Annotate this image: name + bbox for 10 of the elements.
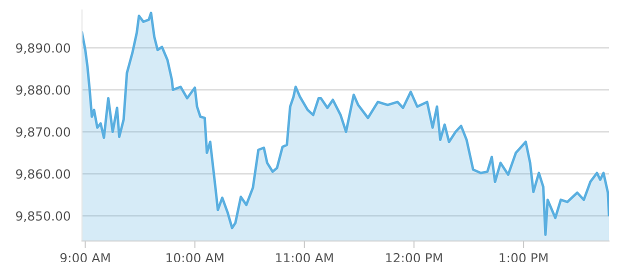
y-tick-label: 9,860.00 <box>16 169 70 180</box>
x-tick-label: 12:00 PM <box>386 253 442 262</box>
x-tick-label: 9:00 AM <box>60 253 110 262</box>
x-tick-label: 11:00 AM <box>276 253 333 262</box>
x-tick-label: 10:00 AM <box>166 253 224 262</box>
x-tick-label: 1:00 PM <box>500 253 548 262</box>
y-tick-label: 9,880.00 <box>16 85 70 96</box>
y-tick-label: 9,890.00 <box>16 43 70 54</box>
y-tick-label: 9,870.00 <box>16 127 70 138</box>
y-tick-label: 9,850.00 <box>16 211 70 222</box>
